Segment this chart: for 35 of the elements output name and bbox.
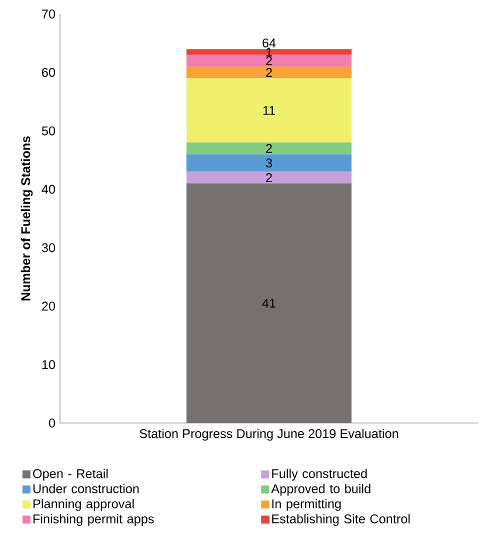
bar xyxy=(186,183,352,423)
y-tick-label: 60 xyxy=(42,68,56,77)
data-label: 2 xyxy=(266,144,272,153)
bar xyxy=(186,78,352,143)
y-tick-label: 40 xyxy=(42,184,56,194)
bar xyxy=(186,54,352,67)
y-tick-label: 10 xyxy=(42,360,56,370)
data-label: 3 xyxy=(266,158,272,168)
y-tick-label: 50 xyxy=(42,126,56,136)
bar xyxy=(186,49,352,55)
legend-label: Finishing permit apps xyxy=(34,514,154,526)
data-label: 2 xyxy=(266,68,272,77)
data-label: 11 xyxy=(263,106,275,115)
y-axis-title: Number of Fueling Stations xyxy=(20,136,33,300)
legend-label: Establishing Site Control xyxy=(272,514,410,526)
x-tick-label: Station Progress During June 2019 Evaluation xyxy=(140,428,398,441)
data-label: 1 xyxy=(266,48,272,56)
bar xyxy=(186,172,352,184)
data-label: 2 xyxy=(266,173,272,182)
legend-label: Under construction xyxy=(33,484,139,494)
legend-label: Planning approval xyxy=(34,498,134,511)
total-label: 64 xyxy=(262,38,276,48)
y-tick-label: 70 xyxy=(42,10,56,18)
data-label: 41 xyxy=(262,298,276,308)
bar xyxy=(186,154,352,172)
y-tick-label: 20 xyxy=(42,302,56,311)
bar xyxy=(186,142,352,154)
y-tick-label: 30 xyxy=(42,243,56,252)
legend-label: Fully constructed xyxy=(272,468,367,481)
bar xyxy=(186,66,352,78)
legend-label: Open - Retail xyxy=(33,468,108,481)
legend-label: In permitting xyxy=(272,498,341,511)
legend-label: Approved to build xyxy=(271,484,370,496)
data-label: 2 xyxy=(266,56,272,66)
y-tick-label: 0 xyxy=(48,418,56,428)
